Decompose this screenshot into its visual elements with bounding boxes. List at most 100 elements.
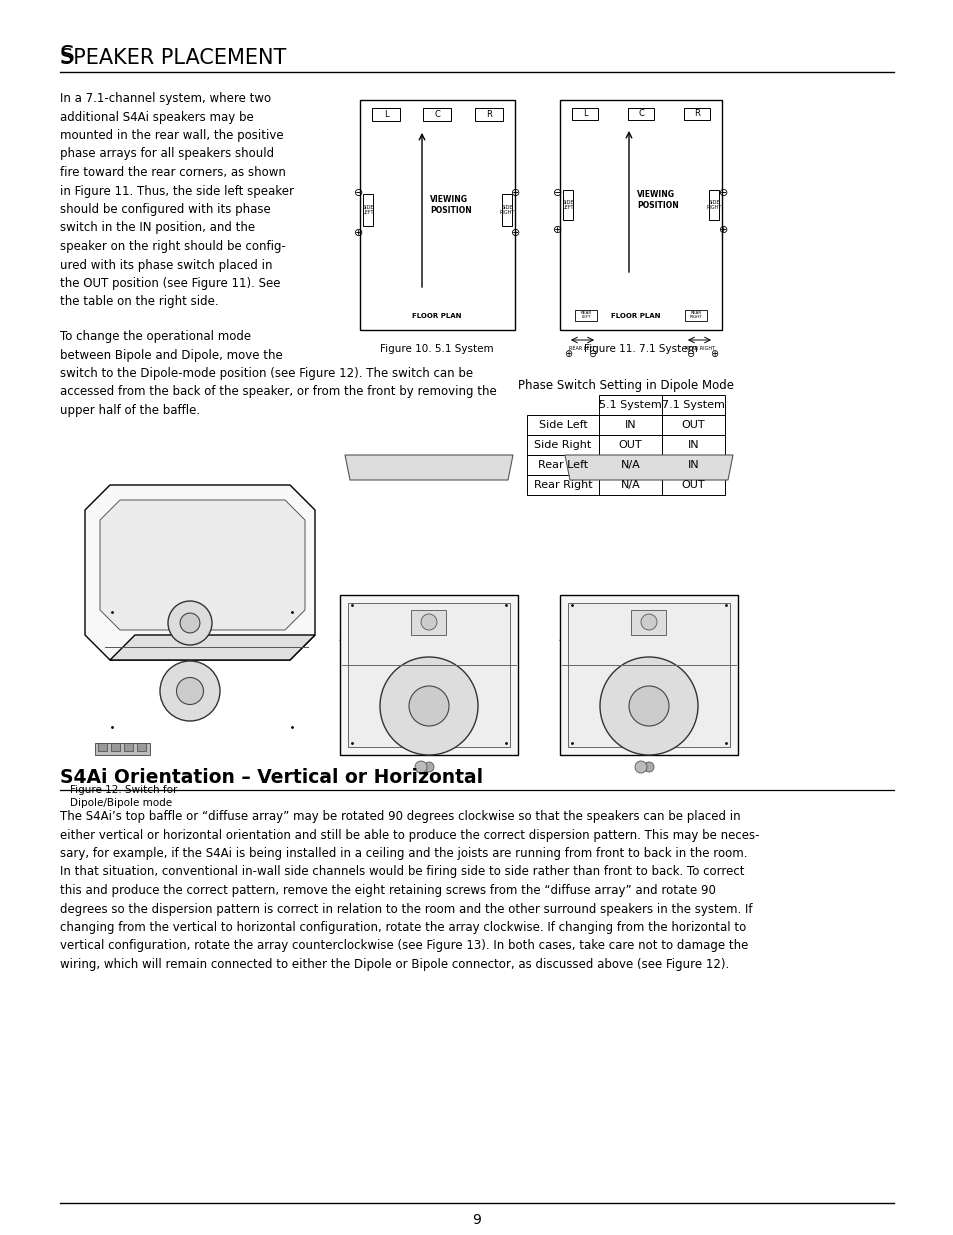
Bar — [627, 107, 654, 120]
Circle shape — [415, 761, 427, 773]
Text: FLOOR PLAN: FLOOR PLAN — [412, 312, 461, 319]
Text: ⊕: ⊕ — [511, 228, 520, 238]
Text: Phase Switch Setting in Dipole Mode: Phase Switch Setting in Dipole Mode — [517, 379, 733, 391]
Text: Side Right: Side Right — [534, 440, 591, 450]
Text: 7.1 System: 7.1 System — [661, 400, 724, 410]
Circle shape — [628, 685, 668, 726]
Circle shape — [599, 657, 698, 755]
Text: ⊖: ⊖ — [587, 350, 596, 359]
Bar — [684, 310, 706, 321]
Bar — [411, 610, 446, 635]
Text: S: S — [60, 44, 75, 68]
Text: N/A: N/A — [620, 459, 639, 471]
Bar — [339, 595, 517, 755]
Text: L: L — [383, 110, 388, 119]
Bar — [359, 100, 515, 330]
Bar — [526, 435, 598, 454]
Circle shape — [420, 614, 436, 630]
Text: ⊕: ⊕ — [553, 225, 562, 235]
Text: REAR LEFT: REAR LEFT — [568, 346, 595, 351]
Bar — [348, 603, 510, 747]
Text: IN: IN — [624, 420, 636, 430]
Bar — [567, 603, 729, 747]
Polygon shape — [564, 454, 732, 480]
Bar — [98, 743, 107, 751]
Circle shape — [168, 601, 212, 645]
Text: VIEWING
POSITION: VIEWING POSITION — [637, 190, 678, 210]
Text: REAR RIGHT: REAR RIGHT — [684, 346, 715, 351]
Text: ⊖: ⊖ — [719, 188, 728, 198]
Text: 5.1 System: 5.1 System — [598, 400, 661, 410]
Bar — [526, 454, 598, 475]
Text: L: L — [582, 110, 587, 119]
Text: OUT: OUT — [618, 440, 641, 450]
Text: Figure 11. 7.1 System: Figure 11. 7.1 System — [583, 345, 698, 354]
Text: SPEAKER PLACEMENT: SPEAKER PLACEMENT — [60, 48, 286, 68]
Polygon shape — [110, 635, 314, 659]
Text: IN: IN — [687, 440, 699, 450]
Bar — [683, 107, 709, 120]
Bar — [708, 190, 719, 220]
Bar — [661, 454, 724, 475]
Circle shape — [180, 613, 200, 632]
Polygon shape — [85, 485, 314, 659]
Bar — [559, 100, 721, 330]
Text: 9: 9 — [472, 1213, 481, 1228]
Text: ⊖: ⊖ — [685, 350, 694, 359]
Text: SIDE
RIGHT: SIDE RIGHT — [498, 205, 515, 215]
Text: REAR
LEFT: REAR LEFT — [579, 311, 591, 320]
Text: Rear Left: Rear Left — [537, 459, 587, 471]
Text: C: C — [434, 110, 439, 119]
Bar — [372, 107, 399, 121]
Text: Side Left: Side Left — [538, 420, 587, 430]
Text: ⊕: ⊕ — [354, 228, 363, 238]
Text: ⊕: ⊕ — [563, 350, 572, 359]
Bar — [598, 395, 661, 415]
Bar — [661, 395, 724, 415]
Bar — [501, 194, 512, 226]
Bar — [598, 415, 661, 435]
Circle shape — [635, 761, 646, 773]
Text: SIDE
LEFT: SIDE LEFT — [561, 200, 573, 210]
Circle shape — [379, 657, 477, 755]
Text: Figure 12. Switch for
Dipole/Bipole mode: Figure 12. Switch for Dipole/Bipole mode — [70, 785, 177, 808]
Circle shape — [160, 661, 220, 721]
Text: In a 7.1-channel system, where two
additional S4Ai speakers may be
mounted in th: In a 7.1-channel system, where two addit… — [60, 91, 294, 309]
Bar — [598, 454, 661, 475]
Bar — [363, 194, 373, 226]
Bar — [661, 475, 724, 495]
Text: VIEWING
POSITION: VIEWING POSITION — [430, 195, 471, 215]
Text: To change the operational mode
between Bipole and Dipole, move the
switch to the: To change the operational mode between B… — [60, 330, 497, 417]
Text: ⊖: ⊖ — [511, 188, 520, 198]
Text: S4Ai Orientation – Vertical or Horizontal: S4Ai Orientation – Vertical or Horizonta… — [60, 768, 482, 787]
Bar — [598, 435, 661, 454]
Bar — [137, 743, 146, 751]
Text: ⊖: ⊖ — [553, 188, 562, 198]
Text: C: C — [638, 110, 643, 119]
Bar — [661, 435, 724, 454]
Text: ⊕: ⊕ — [719, 225, 728, 235]
Polygon shape — [100, 500, 305, 630]
Bar — [572, 107, 598, 120]
Text: SIDE
LEFT: SIDE LEFT — [362, 205, 374, 215]
Polygon shape — [345, 454, 513, 480]
Text: FLOOR PLAN: FLOOR PLAN — [611, 312, 660, 319]
Bar — [526, 415, 598, 435]
Bar — [559, 595, 738, 755]
Text: R: R — [485, 110, 492, 119]
Polygon shape — [339, 640, 517, 659]
Circle shape — [176, 678, 203, 704]
Text: SIDE
RIGHT: SIDE RIGHT — [705, 200, 720, 210]
Circle shape — [409, 685, 449, 726]
Text: REAR
RIGHT: REAR RIGHT — [689, 311, 701, 320]
Text: OUT: OUT — [681, 480, 704, 490]
Bar — [124, 743, 132, 751]
Text: R: R — [694, 110, 700, 119]
Circle shape — [643, 762, 654, 772]
Bar — [95, 743, 150, 755]
Text: Rear Right: Rear Right — [533, 480, 592, 490]
Bar — [661, 415, 724, 435]
Bar — [575, 310, 597, 321]
Text: Figure 10. 5.1 System: Figure 10. 5.1 System — [380, 345, 494, 354]
Text: IN: IN — [687, 459, 699, 471]
